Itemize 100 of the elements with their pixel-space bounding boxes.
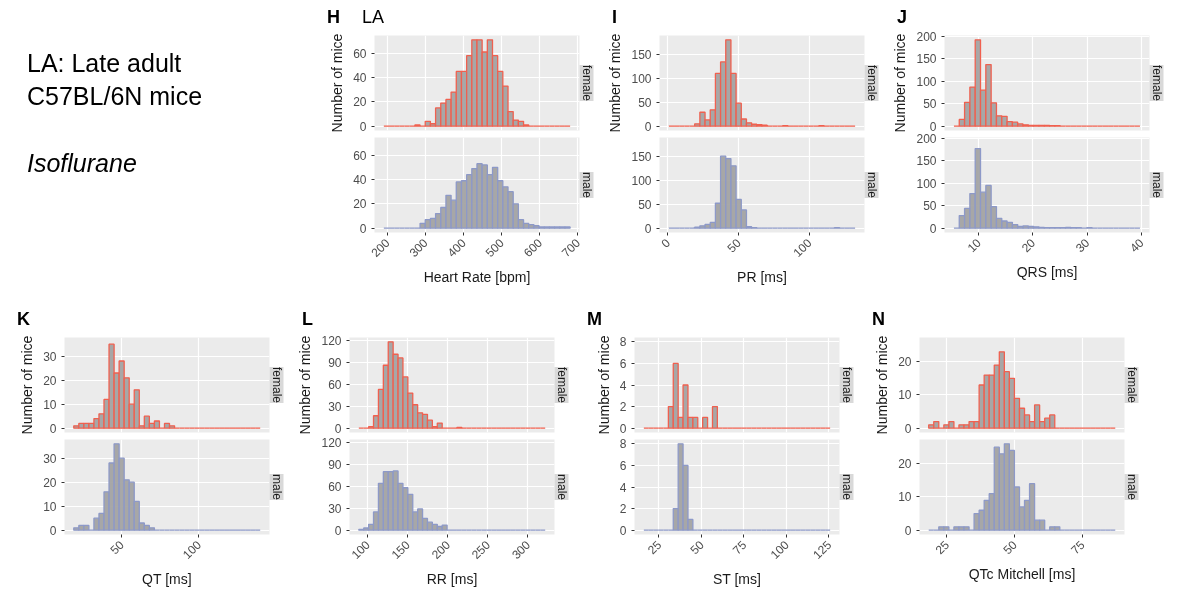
- x-tick-label: 200: [428, 537, 454, 562]
- y-tick-label: 150: [916, 52, 937, 67]
- text: male: [1149, 172, 1164, 199]
- y-axis-title: Number of mice: [297, 335, 314, 435]
- chart-title: K: [17, 309, 30, 329]
- y-axis-title: Number of mice: [595, 335, 612, 435]
- y-tick-label: 50: [638, 197, 652, 212]
- y-tick-label: 100: [631, 71, 652, 86]
- chart-title: I: [612, 7, 618, 27]
- x-tick-label: 0: [658, 235, 674, 251]
- y-tick-label: 0: [929, 119, 937, 134]
- chart-title: H: [327, 7, 340, 27]
- x-tick-label: 75: [1068, 537, 1088, 558]
- y-tick-label: 50: [638, 95, 652, 110]
- text: male: [864, 172, 879, 199]
- y-tick-label: 6: [619, 458, 627, 473]
- text: female: [1124, 366, 1139, 404]
- y-tick-label: 0: [644, 221, 652, 236]
- text: female: [554, 366, 569, 404]
- x-tick-label: 10: [964, 235, 985, 256]
- y-tick-label: 30: [328, 501, 342, 516]
- y-tick-label: 30: [43, 349, 57, 364]
- y-tick-label: 150: [631, 47, 652, 62]
- x-tick-label: 300: [509, 537, 534, 562]
- text: female: [1149, 64, 1164, 102]
- text: male: [554, 474, 569, 501]
- x-tick-label: 100: [767, 537, 792, 562]
- y-tick-label: 60: [328, 377, 342, 392]
- x-tick-label: 500: [482, 235, 508, 260]
- y-tick-label: 0: [619, 523, 627, 538]
- y-tick-label: 20: [898, 355, 912, 370]
- y-tick-label: 30: [43, 451, 57, 466]
- y-axis-title: Number of mice: [874, 335, 891, 435]
- y-tick-label: 100: [631, 173, 652, 188]
- x-axis-title: RR [ms]: [426, 571, 478, 588]
- y-axis-title: Number of mice: [607, 33, 624, 133]
- y-tick-label: 30: [328, 399, 342, 414]
- y-tick-label: 90: [328, 457, 342, 472]
- y-tick-label: 150: [631, 149, 652, 164]
- text: male: [839, 474, 854, 501]
- y-tick-label: 120: [321, 435, 342, 450]
- y-tick-label: 40: [353, 71, 367, 86]
- text: female: [864, 64, 879, 102]
- y-tick-label: 0: [49, 523, 57, 538]
- y-tick-label: 100: [916, 176, 937, 191]
- y-tick-label: 100: [916, 74, 937, 89]
- y-tick-label: 10: [898, 490, 912, 505]
- x-tick-label: 600: [520, 235, 546, 260]
- chart-title: J: [897, 7, 908, 27]
- text: male: [579, 172, 594, 199]
- text: Isoflurane: [27, 148, 138, 179]
- x-tick-label: 30: [1073, 235, 1093, 256]
- text: female: [839, 366, 854, 404]
- y-tick-label: 20: [43, 475, 57, 490]
- y-tick-label: 8: [619, 437, 627, 452]
- x-tick-label: 20: [1018, 235, 1039, 256]
- y-tick-label: 60: [353, 148, 367, 163]
- x-tick-label: 700: [559, 235, 584, 260]
- x-axis-title: QRS [ms]: [1016, 264, 1078, 281]
- y-tick-label: 0: [929, 221, 937, 236]
- y-tick-label: 0: [334, 421, 342, 436]
- x-tick-label: 50: [687, 537, 708, 558]
- y-tick-label: 60: [353, 46, 367, 61]
- y-tick-label: 90: [328, 355, 342, 370]
- y-tick-label: 50: [923, 199, 937, 214]
- text: LA: Late adult C57BL/6N mice: [27, 48, 204, 112]
- x-axis-title: QTc Mitchell [ms]: [968, 566, 1076, 583]
- y-axis-title: Number of mice: [19, 335, 36, 435]
- y-tick-label: 20: [898, 457, 912, 472]
- y-tick-label: 200: [916, 29, 937, 44]
- text: male: [1124, 474, 1139, 501]
- y-tick-label: 4: [619, 480, 627, 495]
- y-tick-label: 0: [904, 421, 912, 436]
- x-tick-label: 25: [932, 537, 953, 558]
- x-tick-label: 40: [1127, 235, 1147, 256]
- x-tick-label: 75: [729, 537, 750, 558]
- y-tick-label: 6: [619, 356, 627, 371]
- y-tick-label: 40: [353, 173, 367, 188]
- y-tick-label: 0: [904, 523, 912, 538]
- y-tick-label: 200: [916, 131, 937, 146]
- y-tick-label: 2: [619, 400, 627, 415]
- y-tick-label: 2: [619, 502, 627, 517]
- y-tick-label: 0: [49, 421, 57, 436]
- y-tick-label: 10: [43, 499, 57, 514]
- y-axis-title: Number of mice: [329, 33, 346, 133]
- x-axis-title: Heart Rate [bpm]: [423, 269, 531, 286]
- text: LA: [362, 7, 385, 27]
- x-tick-label: 300: [406, 235, 431, 260]
- x-tick-label: 25: [644, 537, 665, 558]
- chart-title: L: [302, 309, 313, 329]
- y-tick-label: 20: [43, 373, 57, 388]
- x-axis-title: PR [ms]: [737, 269, 787, 286]
- y-tick-label: 0: [359, 221, 367, 236]
- x-tick-label: 100: [179, 537, 205, 562]
- y-tick-label: 50: [923, 97, 937, 112]
- y-tick-label: 20: [353, 197, 367, 212]
- y-tick-label: 10: [898, 388, 912, 403]
- chart-title: N: [872, 309, 885, 329]
- text: male: [269, 474, 284, 501]
- y-tick-label: 0: [644, 119, 652, 134]
